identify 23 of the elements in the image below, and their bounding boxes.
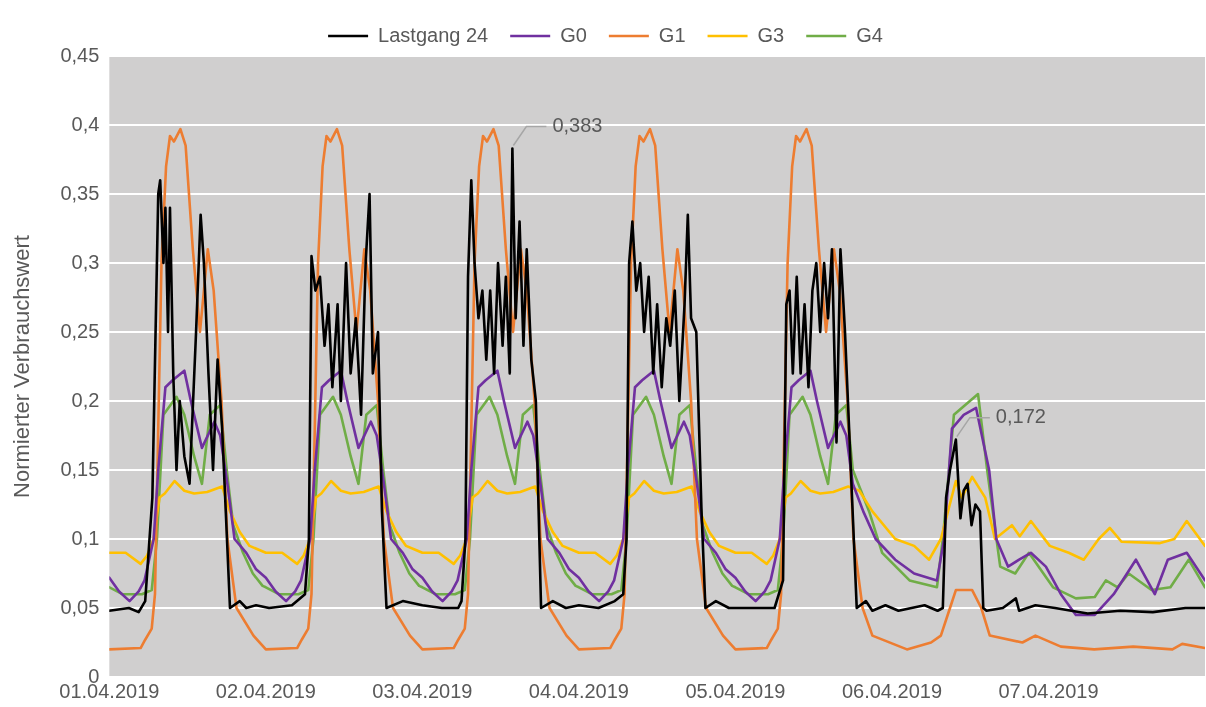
legend-label: Lastgang 24 [378, 23, 489, 46]
legend-label: G4 [856, 23, 883, 46]
y-tick-label: 0,15 [60, 457, 100, 480]
y-tick-label: 0,05 [60, 595, 100, 618]
x-tick-label: 03.04.2019 [372, 679, 473, 702]
y-tick-label: 0,4 [71, 112, 100, 135]
y-tick-label: 0,45 [60, 43, 100, 66]
x-tick-label: 07.04.2019 [998, 679, 1099, 702]
y-axis-title: Normierter Verbrauchswert [9, 235, 35, 498]
annotation: 0,383 [552, 113, 603, 136]
x-tick-label: 02.04.2019 [215, 679, 316, 702]
x-tick-label: 04.04.2019 [528, 679, 629, 702]
y-tick-label: 0,25 [60, 319, 100, 342]
y-tick-label: 0,35 [60, 181, 100, 204]
legend-label: G0 [560, 23, 587, 46]
y-tick-label: 0,1 [71, 526, 100, 549]
annotation: 0,172 [995, 405, 1046, 428]
x-tick-label: 06.04.2019 [841, 679, 942, 702]
legend-label: G3 [757, 23, 785, 46]
x-tick-label: 05.04.2019 [685, 679, 786, 702]
y-tick-label: 0,2 [71, 388, 100, 411]
y-tick-label: 0,3 [71, 250, 100, 273]
legend-label: G1 [658, 23, 686, 46]
